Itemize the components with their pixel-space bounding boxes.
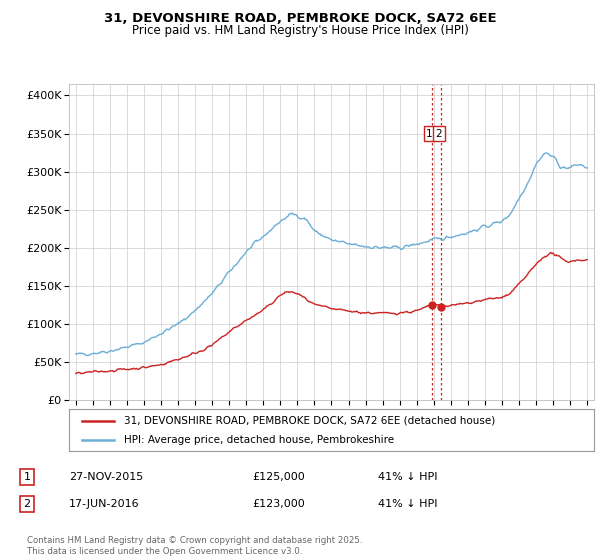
Text: 31, DEVONSHIRE ROAD, PEMBROKE DOCK, SA72 6EE: 31, DEVONSHIRE ROAD, PEMBROKE DOCK, SA72… xyxy=(104,12,496,25)
Text: 1: 1 xyxy=(426,129,433,138)
Text: 41% ↓ HPI: 41% ↓ HPI xyxy=(378,472,437,482)
Text: 41% ↓ HPI: 41% ↓ HPI xyxy=(378,499,437,509)
Text: 1: 1 xyxy=(23,472,31,482)
Text: Price paid vs. HM Land Registry's House Price Index (HPI): Price paid vs. HM Land Registry's House … xyxy=(131,24,469,36)
Text: £125,000: £125,000 xyxy=(252,472,305,482)
Text: 2: 2 xyxy=(436,129,442,138)
Text: 2: 2 xyxy=(23,499,31,509)
Text: 31, DEVONSHIRE ROAD, PEMBROKE DOCK, SA72 6EE (detached house): 31, DEVONSHIRE ROAD, PEMBROKE DOCK, SA72… xyxy=(124,416,496,426)
Text: Contains HM Land Registry data © Crown copyright and database right 2025.
This d: Contains HM Land Registry data © Crown c… xyxy=(27,536,362,556)
Text: 27-NOV-2015: 27-NOV-2015 xyxy=(69,472,143,482)
Text: 17-JUN-2016: 17-JUN-2016 xyxy=(69,499,140,509)
Text: HPI: Average price, detached house, Pembrokeshire: HPI: Average price, detached house, Pemb… xyxy=(124,435,394,445)
Text: £123,000: £123,000 xyxy=(252,499,305,509)
